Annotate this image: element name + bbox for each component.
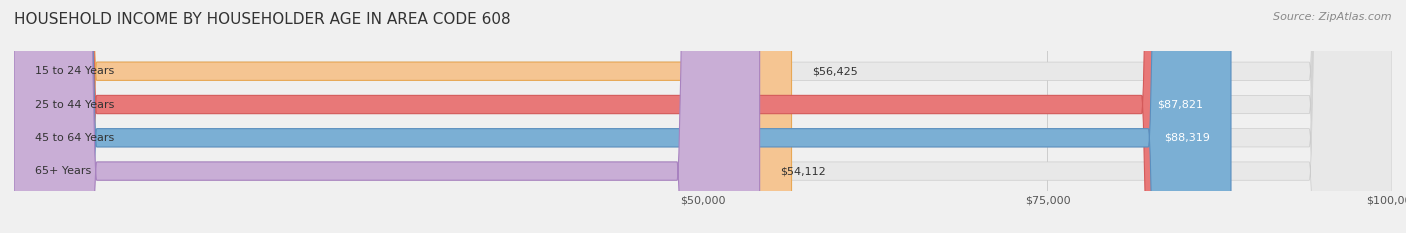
FancyBboxPatch shape	[14, 0, 1225, 233]
FancyBboxPatch shape	[14, 0, 1392, 233]
Text: $87,821: $87,821	[1157, 99, 1204, 110]
Text: $88,319: $88,319	[1164, 133, 1211, 143]
Text: 45 to 64 Years: 45 to 64 Years	[35, 133, 114, 143]
FancyBboxPatch shape	[14, 0, 759, 233]
Text: 15 to 24 Years: 15 to 24 Years	[35, 66, 114, 76]
Text: Source: ZipAtlas.com: Source: ZipAtlas.com	[1274, 12, 1392, 22]
FancyBboxPatch shape	[14, 0, 1392, 233]
FancyBboxPatch shape	[14, 0, 792, 233]
FancyBboxPatch shape	[14, 0, 1392, 233]
Text: $56,425: $56,425	[813, 66, 858, 76]
FancyBboxPatch shape	[14, 0, 1392, 233]
Text: 25 to 44 Years: 25 to 44 Years	[35, 99, 114, 110]
FancyBboxPatch shape	[14, 0, 1232, 233]
Text: $54,112: $54,112	[780, 166, 827, 176]
Text: 65+ Years: 65+ Years	[35, 166, 91, 176]
Text: HOUSEHOLD INCOME BY HOUSEHOLDER AGE IN AREA CODE 608: HOUSEHOLD INCOME BY HOUSEHOLDER AGE IN A…	[14, 12, 510, 27]
